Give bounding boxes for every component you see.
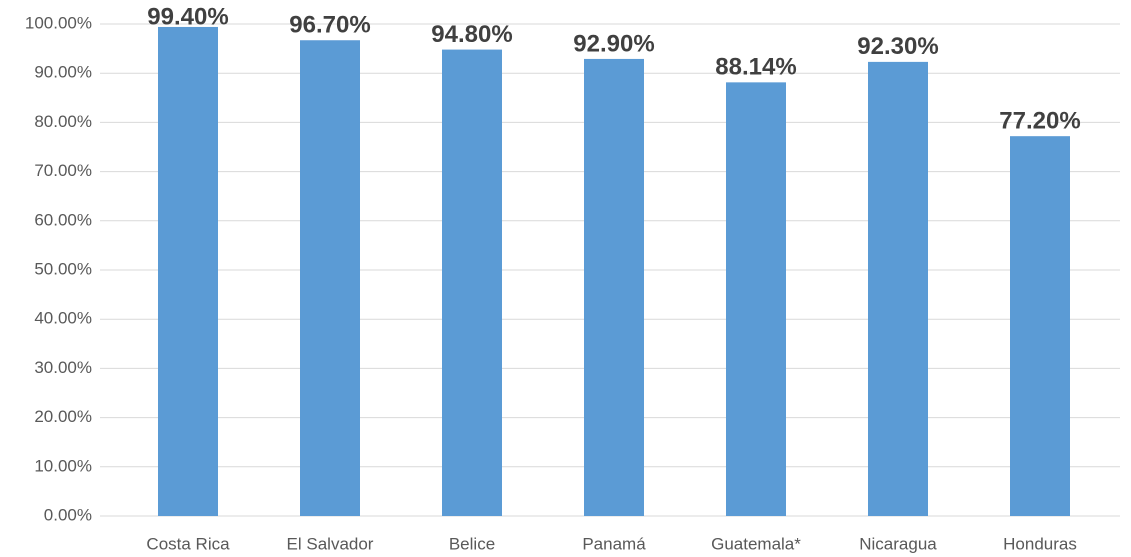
y-tick-label: 30.00% <box>34 358 92 377</box>
bar <box>300 40 360 517</box>
bar <box>158 26 218 517</box>
x-tick-label: Panamá <box>582 534 646 553</box>
value-label: 94.80% <box>431 21 512 48</box>
y-tick-label: 50.00% <box>34 259 92 278</box>
y-tick-label: 0.00% <box>44 505 92 524</box>
y-tick-label: 90.00% <box>34 63 92 82</box>
x-tick-label: El Salvador <box>287 534 374 553</box>
x-tick-label: Costa Rica <box>146 534 230 553</box>
y-tick-label: 60.00% <box>34 210 92 229</box>
x-tick-label: Guatemala* <box>711 534 801 553</box>
x-tick-label: Nicaragua <box>859 534 937 553</box>
value-label: 92.30% <box>857 33 938 60</box>
bar <box>726 82 786 516</box>
value-label: 96.70% <box>289 12 370 39</box>
bar <box>868 61 928 516</box>
y-tick-label: 100.00% <box>25 13 92 32</box>
bar <box>1010 136 1070 516</box>
y-tick-label: 40.00% <box>34 309 92 328</box>
bar <box>584 58 644 516</box>
x-tick-label: Belice <box>449 534 495 553</box>
value-label: 88.14% <box>715 54 796 81</box>
y-tick-label: 10.00% <box>34 456 92 475</box>
bar <box>442 49 502 517</box>
y-tick-label: 70.00% <box>34 161 92 180</box>
y-tick-label: 80.00% <box>34 112 92 131</box>
value-label: 99.40% <box>147 3 228 30</box>
value-label: 77.20% <box>999 108 1080 135</box>
value-label: 92.90% <box>573 30 654 57</box>
x-tick-label: Honduras <box>1003 534 1077 553</box>
y-tick-label: 20.00% <box>34 407 92 426</box>
